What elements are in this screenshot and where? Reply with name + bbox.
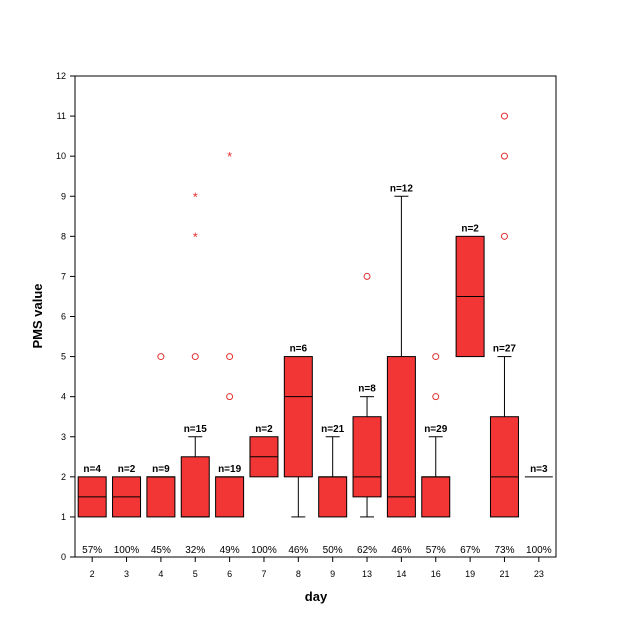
box-group-day-14: n=12 46% <box>386 183 416 556</box>
outlier-point <box>226 393 234 401</box>
percent-label: 100% <box>526 545 552 556</box>
extreme-point: * <box>193 229 198 244</box>
percent-label: 50% <box>323 545 343 556</box>
y-tick-label: 5 <box>61 352 66 362</box>
n-label: n=8 <box>358 384 376 395</box>
x-tick-label: 23 <box>534 569 544 579</box>
n-label: n=4 <box>83 464 101 475</box>
box <box>180 456 210 518</box>
x-tick-label: 6 <box>227 569 232 579</box>
box-group-day-3: n=2 100% <box>112 464 142 556</box>
percent-label: 100% <box>114 545 140 556</box>
y-tick-label: 0 <box>61 552 66 562</box>
extreme-point: * <box>227 149 232 164</box>
box <box>215 476 245 518</box>
x-tick-label: 16 <box>431 569 441 579</box>
box-group-day-21: n=27 73% <box>489 112 519 556</box>
y-tick-label: 4 <box>61 392 66 402</box>
n-label: n=27 <box>493 344 517 355</box>
outlier-point <box>500 232 508 240</box>
y-axis-label: PMS value <box>30 283 45 348</box>
y-tick-label: 11 <box>57 111 66 121</box>
outlier-point <box>363 272 371 280</box>
n-label: n=12 <box>390 183 414 194</box>
n-label: n=3 <box>530 464 548 475</box>
box <box>489 416 519 518</box>
x-tick-label: 14 <box>396 569 406 579</box>
x-axis-label: day <box>305 589 328 604</box>
box-group-day-4: n=9 45% <box>146 353 176 556</box>
box-group-day-9: n=21 50% <box>318 424 348 556</box>
y-tick-label: 7 <box>61 271 66 281</box>
box <box>146 476 176 518</box>
percent-label: 32% <box>185 545 205 556</box>
x-tick-label: 9 <box>330 569 335 579</box>
box <box>352 416 382 498</box>
percent-label: 46% <box>391 545 411 556</box>
y-tick-label: 9 <box>61 191 66 201</box>
box-group-day-5: * * n=15 32% <box>180 189 210 556</box>
box-group-day-19: n=2 67% <box>455 223 485 556</box>
y-tick-label: 3 <box>61 432 66 442</box>
box <box>283 356 313 478</box>
percent-label: 46% <box>288 545 308 556</box>
n-label: n=29 <box>424 424 448 435</box>
n-label: n=2 <box>118 464 136 475</box>
outlier-point <box>432 393 440 401</box>
x-tick-label: 5 <box>193 569 198 579</box>
y-tick-label: 12 <box>56 71 66 81</box>
box <box>318 476 348 518</box>
outlier-point <box>191 353 199 361</box>
y-tick-label: 2 <box>61 472 66 482</box>
box-group-day-6: * n=19 49% <box>215 149 245 556</box>
box-group-day-8: n=6 46% <box>283 344 313 556</box>
n-label: n=21 <box>321 424 345 435</box>
percent-label: 57% <box>82 545 102 556</box>
n-label: n=6 <box>290 344 308 355</box>
y-tick-label: 6 <box>61 312 66 322</box>
x-tick-label: 8 <box>296 569 301 579</box>
percent-label: 62% <box>357 545 377 556</box>
outlier-point <box>500 152 508 160</box>
box-group-day-2: n=4 57% <box>77 464 107 556</box>
percent-label: 57% <box>426 545 446 556</box>
box <box>386 356 416 518</box>
outlier-point <box>157 353 165 361</box>
extreme-point: * <box>193 189 198 204</box>
y-tick-label: 10 <box>56 151 66 161</box>
y-tick-label: 8 <box>61 231 66 241</box>
outlier-point <box>500 112 508 120</box>
boxes: n=457%n=2100%n=945%**n=1532%*n=1949%n=21… <box>77 112 553 556</box>
percent-label: 45% <box>151 545 171 556</box>
x-tick-label: 19 <box>465 569 475 579</box>
n-label: n=19 <box>218 464 242 475</box>
percent-label: 73% <box>494 545 514 556</box>
percent-label: 100% <box>251 545 277 556</box>
percent-label: 67% <box>460 545 480 556</box>
x-tick-label: 13 <box>362 569 372 579</box>
outlier-point <box>432 353 440 361</box>
box-group-day-16: n=29 57% <box>421 353 451 556</box>
x-axis: 2 3 4 5 6 7 8 9 13 14 16 19 21 23 <box>90 557 544 579</box>
box-group-day-13: n=8 62% <box>352 272 382 556</box>
x-tick-label: 7 <box>261 569 266 579</box>
x-tick-label: 4 <box>158 569 163 579</box>
n-label: n=15 <box>184 424 208 435</box>
outlier-point <box>226 353 234 361</box>
box-group-day-23: n=3 100% <box>524 464 553 556</box>
x-tick-label: 2 <box>90 569 95 579</box>
box <box>421 476 451 518</box>
n-label: n=9 <box>152 464 170 475</box>
box-group-day-7: n=2 100% <box>249 424 279 556</box>
percent-label: 49% <box>220 545 240 556</box>
x-tick-label: 21 <box>499 569 509 579</box>
n-label: n=2 <box>461 223 479 234</box>
y-tick-label: 1 <box>61 512 66 522</box>
n-label: n=2 <box>255 424 273 435</box>
x-tick-label: 3 <box>124 569 129 579</box>
